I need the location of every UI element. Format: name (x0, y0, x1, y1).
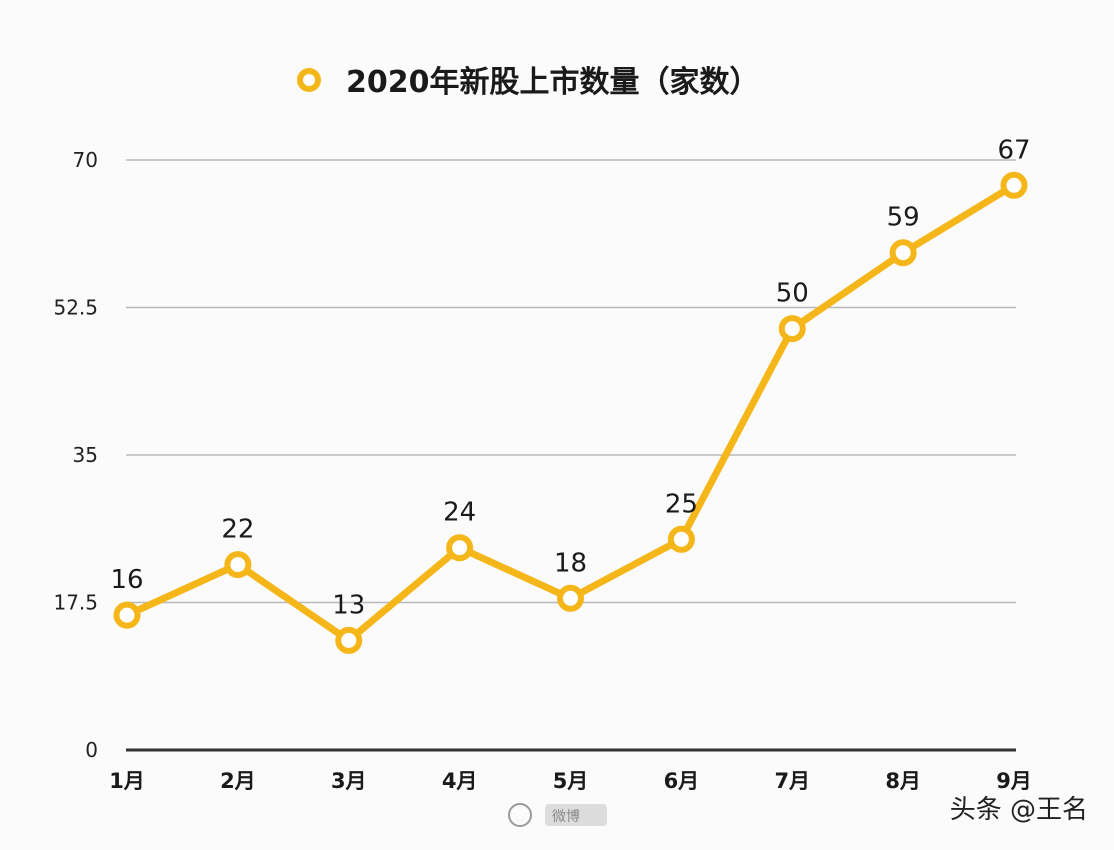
x-tick-label: 3月 (331, 769, 367, 793)
data-label: 67 (997, 135, 1030, 165)
weibo-icon (508, 803, 532, 827)
data-point (335, 626, 363, 654)
x-tick-label: 1月 (109, 769, 145, 793)
data-point (557, 584, 584, 612)
series-points (113, 171, 1028, 654)
legend-marker-icon (297, 68, 321, 92)
data-point (778, 315, 806, 343)
watermark-right-text: 头条 @王名 (950, 795, 1088, 825)
data-point (1000, 171, 1028, 199)
y-tick-label: 70 (73, 148, 98, 172)
data-label: 22 (221, 515, 254, 545)
watermark-left-text: 微博 (552, 808, 580, 825)
data-label: 25 (665, 489, 698, 519)
x-tick-label: 2月 (220, 769, 256, 793)
watermark-left: 微博 (508, 803, 607, 827)
data-label: 24 (443, 498, 476, 528)
data-label: 16 (110, 565, 143, 595)
x-tick-label: 7月 (774, 769, 810, 793)
data-point (446, 534, 474, 562)
x-tick-label: 6月 (664, 769, 700, 793)
data-point (667, 525, 695, 553)
data-point (113, 601, 141, 629)
data-label: 50 (776, 279, 809, 309)
y-tick-label: 35 (73, 443, 98, 467)
data-labels: 16 22 13 24 18 25 50 59 67 (110, 135, 1030, 620)
y-tick-label: 17.5 (53, 591, 98, 615)
data-label: 18 (554, 548, 587, 578)
x-tick-label: 4月 (442, 769, 478, 793)
x-axis-ticks: 1月 2月 3月 4月 5月 6月 7月 8月 9月 (109, 769, 1032, 793)
grid-lines (126, 159, 1016, 752)
data-point (224, 551, 252, 579)
data-label: 59 (887, 203, 920, 233)
data-label: 13 (332, 590, 365, 620)
data-point (889, 239, 917, 267)
y-tick-label: 52.5 (53, 296, 98, 320)
chart-legend: 2020年新股上市数量（家数） (297, 65, 760, 100)
x-tick-label: 8月 (885, 769, 921, 793)
watermark-left-box (545, 804, 607, 826)
y-tick-label: 0 (85, 738, 98, 762)
y-axis-ticks: 0 17.5 35 52.5 70 (53, 148, 98, 762)
x-tick-label: 5月 (553, 769, 589, 793)
x-tick-label: 9月 (996, 769, 1032, 793)
chart-title: 2020年新股上市数量（家数） (346, 65, 760, 100)
